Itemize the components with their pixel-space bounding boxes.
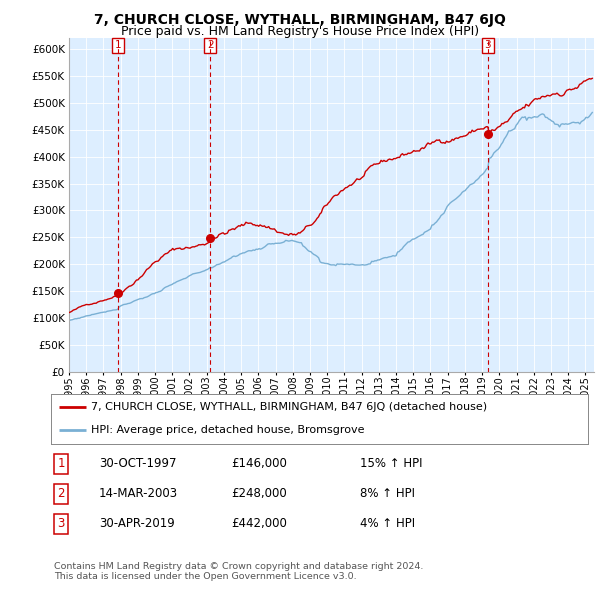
Text: Contains HM Land Registry data © Crown copyright and database right 2024.: Contains HM Land Registry data © Crown c… [54,562,424,571]
Text: £248,000: £248,000 [231,487,287,500]
Text: 30-OCT-1997: 30-OCT-1997 [99,457,176,470]
Text: 8% ↑ HPI: 8% ↑ HPI [360,487,415,500]
Text: 7, CHURCH CLOSE, WYTHALL, BIRMINGHAM, B47 6JQ (detached house): 7, CHURCH CLOSE, WYTHALL, BIRMINGHAM, B4… [91,402,487,412]
Text: This data is licensed under the Open Government Licence v3.0.: This data is licensed under the Open Gov… [54,572,356,581]
Text: 2: 2 [207,40,214,50]
Text: 3: 3 [484,40,491,50]
Text: Price paid vs. HM Land Registry's House Price Index (HPI): Price paid vs. HM Land Registry's House … [121,25,479,38]
Text: £442,000: £442,000 [231,517,287,530]
Text: 2: 2 [58,487,65,500]
Text: £146,000: £146,000 [231,457,287,470]
Text: 4% ↑ HPI: 4% ↑ HPI [360,517,415,530]
Text: 3: 3 [58,517,65,530]
Text: 1: 1 [115,40,121,50]
Text: 30-APR-2019: 30-APR-2019 [99,517,175,530]
Text: 1: 1 [58,457,65,470]
Text: HPI: Average price, detached house, Bromsgrove: HPI: Average price, detached house, Brom… [91,425,365,435]
Text: 7, CHURCH CLOSE, WYTHALL, BIRMINGHAM, B47 6JQ: 7, CHURCH CLOSE, WYTHALL, BIRMINGHAM, B4… [94,13,506,27]
Text: 15% ↑ HPI: 15% ↑ HPI [360,457,422,470]
Text: 14-MAR-2003: 14-MAR-2003 [99,487,178,500]
